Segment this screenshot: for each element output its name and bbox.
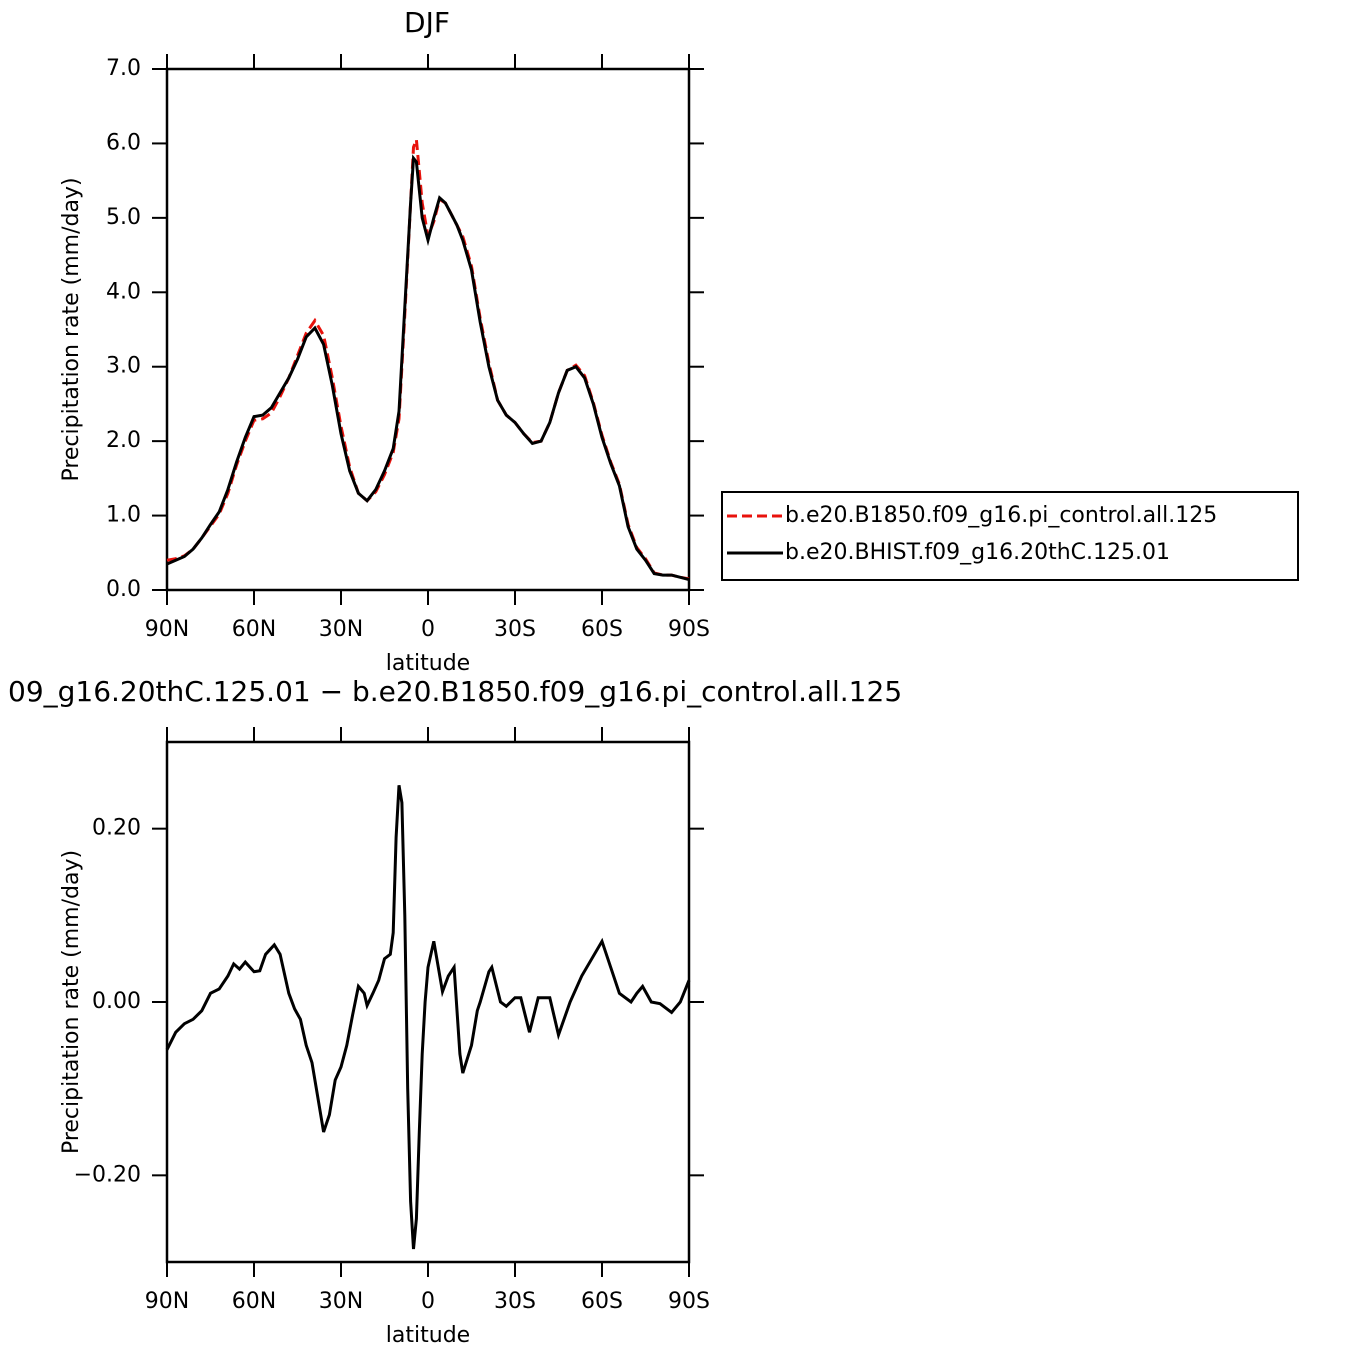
x-tick-label: 60S <box>581 617 623 642</box>
x-tick-label: 30S <box>494 617 536 642</box>
legend-label: b.e20.BHIST.f09_g16.20thC.125.01 <box>785 540 1170 565</box>
x-tick-label: 30N <box>319 617 363 642</box>
x-tick-label: 0 <box>421 1289 435 1314</box>
y-tick-label: 2.0 <box>106 428 141 453</box>
y-tick-label: 0.20 <box>92 816 141 841</box>
x-tick-label: 90S <box>668 1289 710 1314</box>
x-tick-label: 30N <box>319 1289 363 1314</box>
x-axis-label: latitude <box>386 1323 470 1348</box>
y-tick-label: 0.00 <box>92 989 141 1014</box>
y-axis-label: Precipitation rate (mm/day) <box>59 177 84 481</box>
data-line <box>166 154 690 582</box>
data-line <box>166 139 690 581</box>
y-tick-label: 3.0 <box>106 354 141 379</box>
y-tick-label: 4.0 <box>106 279 141 304</box>
x-tick-label: 90S <box>668 617 710 642</box>
x-axis-label: latitude <box>386 651 470 676</box>
legend-box <box>721 491 1299 581</box>
plot-frame <box>165 67 691 592</box>
x-tick-label: 60N <box>232 1289 276 1314</box>
y-tick-label: 0.0 <box>106 577 141 602</box>
x-tick-label: 0 <box>421 617 435 642</box>
y-tick-label: 6.0 <box>106 130 141 155</box>
x-tick-label: 90N <box>145 1289 189 1314</box>
plot-frame <box>165 740 691 1264</box>
chart-title: 09_g16.20thC.125.01 − b.e20.B1850.f09_g1… <box>8 675 902 708</box>
x-tick-label: 60N <box>232 617 276 642</box>
data-line <box>165 785 691 1250</box>
y-axis-label: Precipitation rate (mm/day) <box>59 850 84 1154</box>
x-tick-label: 90N <box>145 617 189 642</box>
y-tick-label: 5.0 <box>106 205 141 230</box>
y-tick-label: 7.0 <box>106 56 141 81</box>
x-tick-label: 30S <box>494 1289 536 1314</box>
legend-label: b.e20.B1850.f09_g16.pi_control.all.125 <box>785 503 1217 528</box>
x-tick-label: 60S <box>581 1289 623 1314</box>
y-tick-label: −0.20 <box>74 1162 141 1187</box>
y-tick-label: 1.0 <box>106 503 141 528</box>
chart-title: DJF <box>404 6 450 39</box>
